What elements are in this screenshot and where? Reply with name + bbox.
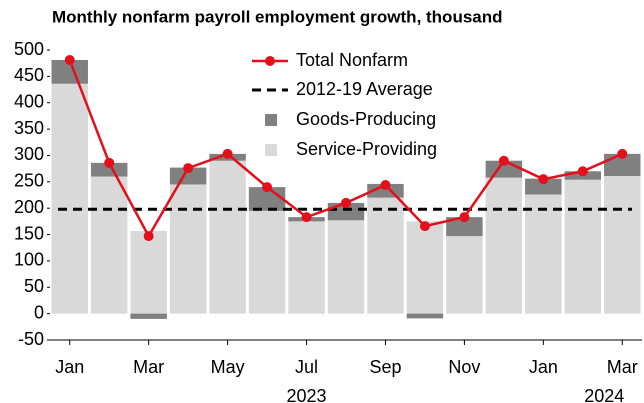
line-point (459, 212, 470, 223)
year-label: 2024 (584, 386, 624, 403)
x-tick-label: Jan (529, 357, 558, 377)
y-tick-label: 50 (24, 276, 44, 296)
bar-service (564, 179, 602, 314)
line-point (498, 155, 509, 166)
y-tick-label: 200 (14, 197, 44, 217)
line-point (380, 179, 391, 190)
bar-service (327, 220, 365, 314)
y-tick-label: 250 (14, 171, 44, 191)
legend-swatch (265, 144, 277, 156)
year-label: 2023 (287, 386, 327, 403)
x-tick-label: Mar (607, 357, 638, 377)
bar-goods (604, 153, 641, 177)
bar-goods (446, 217, 483, 237)
y-tick-label: 150 (14, 223, 44, 243)
bar-service (209, 160, 246, 314)
x-tick-label: Nov (448, 357, 480, 377)
line-point (183, 163, 194, 174)
y-tick-label: 400 (14, 91, 44, 111)
y-tick-label: 450 (14, 65, 44, 85)
bar-service (90, 176, 128, 314)
x-tick-label: Jan (55, 357, 84, 377)
line-point (222, 148, 233, 159)
x-tick-label: Mar (133, 357, 164, 377)
bar-service (248, 210, 286, 314)
legend-dot (265, 56, 275, 66)
legend-label: Service-Providing (296, 139, 437, 159)
bar-goods (525, 178, 562, 195)
line-point (301, 212, 312, 223)
x-tick-label: Jul (295, 357, 318, 377)
y-tick-label: 300 (14, 144, 44, 164)
bar-goods (130, 313, 167, 319)
bar-goods (51, 60, 88, 84)
line-point (341, 197, 351, 208)
chart-title: Monthly nonfarm payroll employment growt… (52, 7, 503, 26)
bar-service (525, 194, 562, 314)
y-tick-label: 350 (14, 118, 44, 138)
y-tick-label: 0 (34, 302, 44, 322)
bar-goods (90, 162, 128, 177)
bar-goods (169, 167, 207, 185)
legend-label: Total Nonfarm (296, 50, 408, 70)
legend-swatch (265, 114, 277, 126)
y-tick-label: -50 (18, 329, 44, 349)
bar-goods (406, 313, 444, 319)
line-point (419, 221, 430, 232)
y-tick-label: 500 (14, 39, 44, 59)
bar-service (51, 83, 88, 314)
y-tick-label: 100 (14, 250, 44, 270)
bar-service (406, 221, 444, 314)
bar-service (130, 230, 167, 314)
legend-label: 2012-19 Average (296, 79, 433, 99)
line-point (64, 55, 75, 66)
bar-service (485, 177, 523, 314)
line-point (104, 157, 115, 168)
x-tick-label: May (211, 357, 245, 377)
line-point (538, 174, 549, 185)
line-point (143, 231, 154, 242)
line-point (617, 148, 628, 159)
line-point (262, 182, 273, 193)
bar-service (169, 184, 207, 314)
bar-service (288, 221, 325, 314)
legend-label: Goods-Producing (296, 109, 436, 129)
x-tick-label: Sep (369, 357, 401, 377)
line-point (577, 166, 588, 177)
bar-service (367, 197, 404, 314)
bar-service (604, 176, 641, 314)
bar-service (446, 236, 483, 314)
